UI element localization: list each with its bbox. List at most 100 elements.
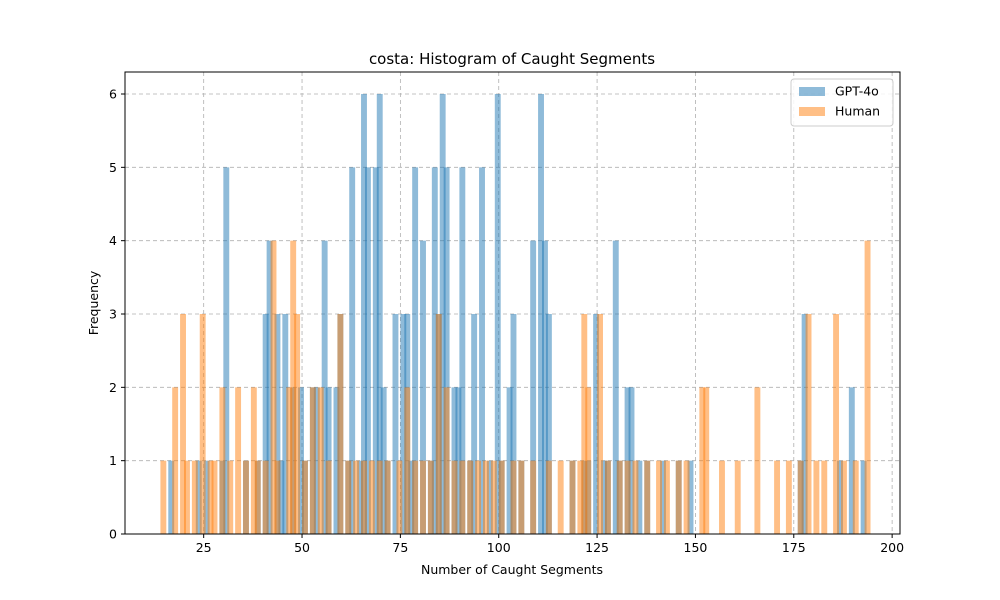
histogram-bar [459,460,466,534]
histogram-bar [313,387,320,534]
histogram-bar [518,460,525,534]
histogram-bar [545,460,552,534]
histogram-bar [380,387,387,534]
histogram-bar [290,240,297,534]
histogram-bar [298,387,304,534]
histogram-bar [400,314,407,534]
x-tick-label: 200 [880,540,904,555]
histogram-bar [227,460,234,534]
chart-title: costa: Histogram of Caught Segments [369,50,655,68]
histogram-bar [660,460,666,534]
histogram-bar [219,387,226,534]
histogram-bar [455,387,462,534]
histogram-bar [325,460,332,534]
histogram-bar [486,460,493,534]
histogram-bar [250,387,257,534]
x-tick-label: 100 [487,540,511,555]
histogram-bar [754,387,761,534]
histogram-bar [184,460,190,534]
histogram-bar [490,460,497,534]
histogram-bar [420,460,426,534]
histogram-bar [860,460,867,534]
histogram-bar [235,387,242,534]
histogram-bar [274,460,281,534]
histogram-bar [243,460,249,534]
histogram-bar [459,167,466,535]
histogram-bar [821,460,828,534]
histogram-bar [864,240,871,534]
histogram-bar [506,387,513,534]
histogram-bar [435,314,442,534]
histogram-bar [439,94,446,534]
histogram-bar [585,387,592,534]
histogram-bar [404,387,411,534]
histogram-bar [774,460,781,534]
histogram-bar [270,240,277,534]
histogram-bar [412,460,419,534]
y-tick-label: 1 [109,453,117,468]
histogram-bar [530,460,537,534]
histogram-bar [361,460,367,534]
histogram-bar [837,460,843,534]
histogram-bar [557,460,564,534]
histogram-bar [569,460,576,534]
legend-swatch [799,87,825,96]
histogram-bar [510,314,517,534]
histogram-bar [632,460,639,534]
y-tick-label: 5 [109,160,117,175]
histogram-bar [321,240,328,534]
x-axis-ticks: 25 50 75 100 125 150 175 200 [196,534,904,555]
histogram-bar [471,314,478,534]
histogram-bar [628,387,635,534]
histogram-bar [376,94,383,534]
legend-swatch [799,107,825,116]
histogram-bar [597,314,603,534]
histogram-bar [542,240,548,534]
histogram-bar [612,240,619,534]
histogram-bar [364,167,371,535]
histogram-bar [345,460,352,534]
histogram-bar [266,240,273,534]
histogram-bar [223,167,230,535]
histogram-bar [333,387,340,534]
legend: GPT-4o Human [790,78,894,127]
histogram-bar [785,460,792,534]
y-tick-label: 4 [109,233,117,248]
histogram-bar [431,167,438,535]
histogram-bar [211,460,218,534]
plot-frame [124,71,901,535]
histogram-bar [180,314,186,534]
histogram-bar [408,460,415,534]
histogram-bar [420,240,426,534]
x-tick-label: 125 [585,540,609,555]
x-tick-label: 75 [392,540,408,555]
histogram-bar [302,460,308,534]
histogram-bar [262,460,269,534]
histogram-bar [207,460,214,534]
histogram-bar [644,460,651,534]
histogram-bar [545,314,552,534]
histogram-bar [195,460,202,534]
histogram-bar [368,460,375,534]
histogram-bar [494,94,501,534]
histogram-bar [172,387,179,534]
histogram-bar [376,460,383,534]
histogram-bar [581,314,588,534]
histogram-bar [254,460,261,534]
histogram-bar [797,460,804,534]
histogram-bar [663,460,670,534]
legend-entry-label: GPT-4o [835,84,879,99]
histogram-bar [538,94,544,534]
histogram-bar [703,387,710,534]
y-tick-label: 2 [109,380,117,395]
histogram-bar [593,314,600,534]
histogram-bar [801,314,808,534]
histogram-bar [624,460,631,534]
histogram-bar [530,240,537,534]
histogram-bar [675,460,682,534]
histogram-bar [443,387,450,534]
series-human-bars [160,240,871,534]
histogram-bar [361,94,367,534]
histogram-bar [498,460,505,534]
